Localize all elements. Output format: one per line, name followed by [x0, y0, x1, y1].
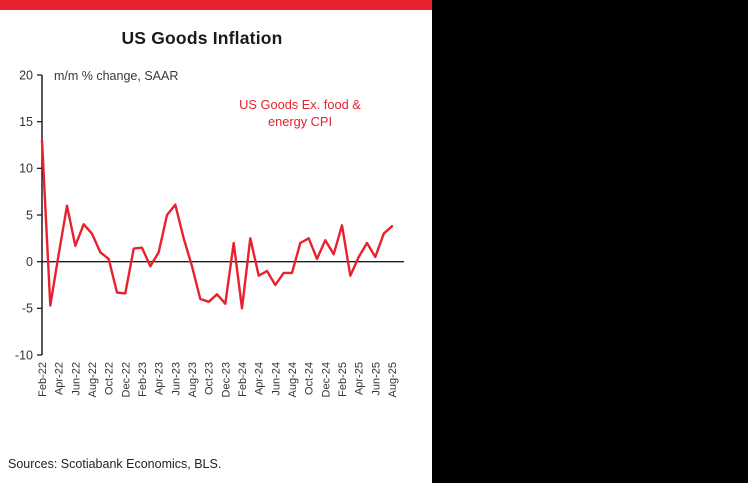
x-tick-label: Jun-25 — [370, 362, 382, 396]
x-tick-label: Feb-23 — [137, 362, 149, 397]
y-tick-label: 20 — [19, 68, 33, 82]
x-tick-label: Apr-23 — [154, 362, 166, 395]
side-panel — [432, 0, 748, 483]
x-tick-label: Jun-24 — [270, 362, 282, 396]
x-tick-label: Dec-22 — [120, 362, 132, 397]
chart-title: US Goods Inflation — [121, 28, 283, 48]
y-tick-label: -10 — [15, 348, 33, 362]
y-tick-label: 5 — [26, 208, 33, 222]
x-tick-label: Oct-23 — [204, 362, 216, 395]
series-line — [40, 139, 394, 310]
x-tick-label: Aug-23 — [187, 362, 199, 397]
x-tick-label: Feb-25 — [337, 362, 349, 397]
x-tick-label: Dec-24 — [320, 362, 332, 397]
x-tick-label: Apr-22 — [54, 362, 66, 395]
x-tick-label: Jun-22 — [70, 362, 82, 396]
y-tick-label: -5 — [22, 302, 33, 316]
x-tick-label: Dec-23 — [220, 362, 232, 397]
y-tick-label: 10 — [19, 162, 33, 176]
y-axis: 20 15 10 5 0 -5 -10 — [15, 68, 404, 362]
y-tick-label: 0 — [26, 255, 33, 269]
x-tick-label: Oct-24 — [304, 362, 316, 395]
x-tick-label: Oct-22 — [104, 362, 116, 395]
x-tick-label: Feb-24 — [237, 362, 249, 397]
series-label-line2: energy CPI — [268, 114, 332, 129]
x-tick-label: Apr-24 — [254, 362, 266, 395]
chart-panel: US Goods Inflation m/m % change, SAAR US… — [0, 0, 432, 483]
source-note: Sources: Scotiabank Economics, BLS. — [8, 457, 222, 471]
x-tick-label: Aug-24 — [287, 362, 299, 397]
x-tick-label: Feb-22 — [37, 362, 49, 397]
axis-units-note: m/m % change, SAAR — [54, 69, 178, 83]
x-tick-label: Aug-25 — [387, 362, 399, 397]
line-chart: m/m % change, SAAR US Goods Ex. food & e… — [15, 68, 404, 397]
x-axis: Feb-22 Apr-22 Jun-22 Aug-22 Oct-22 Dec-22 Feb-… — [37, 362, 399, 397]
y-tick-label: 15 — [19, 115, 33, 129]
x-tick-label: Aug-22 — [87, 362, 99, 397]
brand-stripe — [0, 0, 432, 10]
x-tick-label: Apr-25 — [354, 362, 366, 395]
series-label-line1: US Goods Ex. food & — [239, 97, 361, 112]
x-tick-label: Jun-23 — [170, 362, 182, 396]
